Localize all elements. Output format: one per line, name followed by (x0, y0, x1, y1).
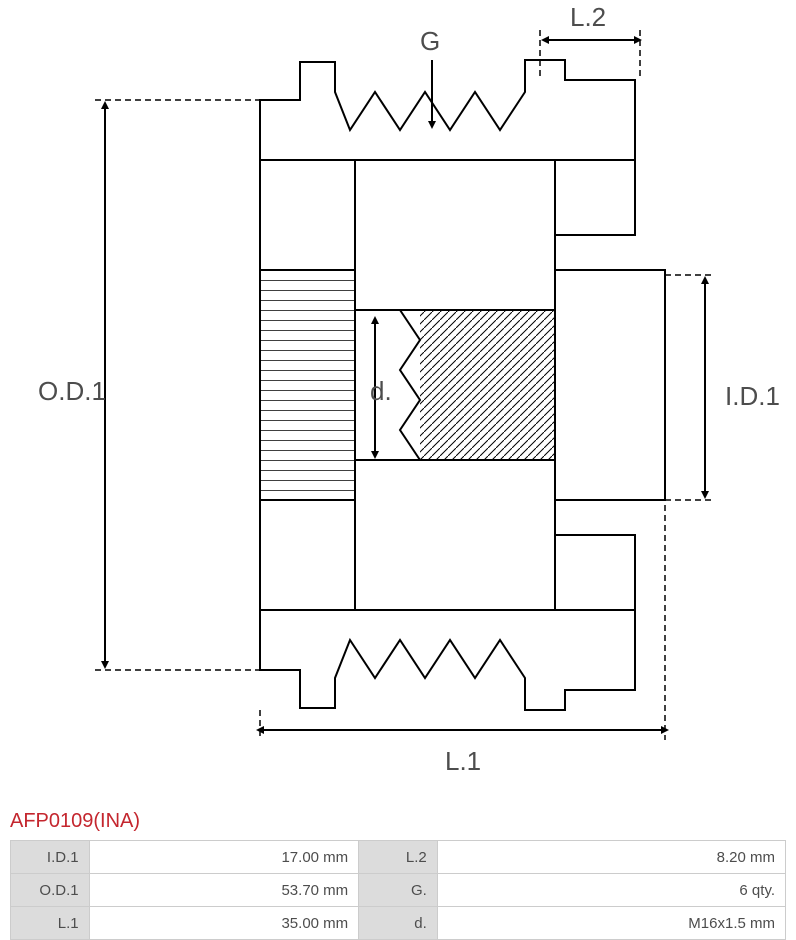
spec-label: G. (359, 874, 438, 907)
spec-label: L.1 (11, 907, 90, 940)
label-d: d. (370, 376, 392, 406)
label-id1: I.D.1 (725, 381, 780, 411)
spec-value: 6 qty. (437, 874, 785, 907)
spec-value: 8.20 mm (437, 841, 785, 874)
spec-label: d. (359, 907, 438, 940)
table-row: L.1 35.00 mm d. M16x1.5 mm (11, 907, 786, 940)
part-number-title: AFP0109(INA) (10, 810, 140, 833)
spec-value: 17.00 mm (89, 841, 359, 874)
spec-label: O.D.1 (11, 874, 90, 907)
spec-label: L.2 (359, 841, 438, 874)
technical-drawing: O.D.1 I.D.1 L.1 L.2 G d. (0, 0, 796, 790)
spec-label: I.D.1 (11, 841, 90, 874)
table-row: I.D.1 17.00 mm L.2 8.20 mm (11, 841, 786, 874)
spec-value: 35.00 mm (89, 907, 359, 940)
specifications-table: I.D.1 17.00 mm L.2 8.20 mm O.D.1 53.70 m… (10, 840, 786, 940)
spec-value: M16x1.5 mm (437, 907, 785, 940)
label-l1: L.1 (445, 746, 481, 776)
label-l2: L.2 (570, 2, 606, 32)
table-row: O.D.1 53.70 mm G. 6 qty. (11, 874, 786, 907)
label-g: G (420, 26, 440, 56)
label-od1: O.D.1 (38, 376, 106, 406)
spec-value: 53.70 mm (89, 874, 359, 907)
